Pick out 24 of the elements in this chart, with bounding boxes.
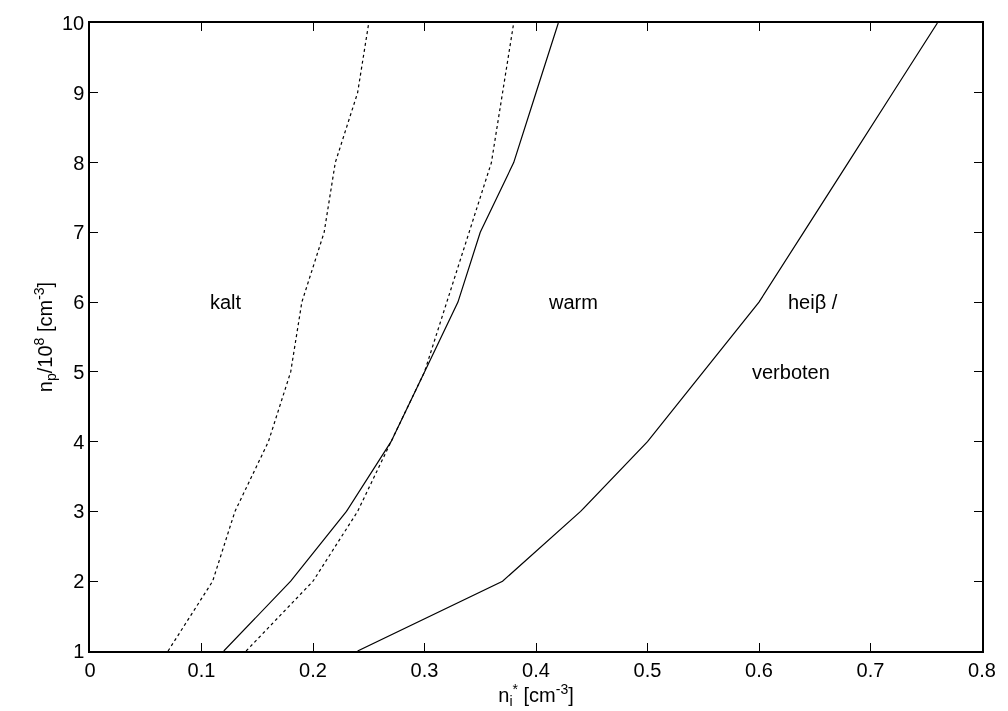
y-tick-label: 8 (73, 151, 85, 174)
annotation: warm (548, 291, 598, 313)
x-tick-label: 0.4 (522, 658, 550, 681)
x-tick-label: 0.3 (410, 658, 439, 681)
y-tick-label: 10 (62, 12, 85, 34)
x-tick-label: 0.5 (633, 658, 662, 681)
x-tick-label: 0.7 (856, 658, 885, 681)
y-tick-label: 6 (73, 291, 85, 314)
x-tick-label: 0.1 (187, 658, 216, 681)
y-tick-label: 2 (73, 570, 85, 593)
y-tick-label: 3 (73, 500, 85, 523)
annotation: kalt (210, 291, 242, 313)
x-tick-label: 0 (84, 658, 96, 681)
x-axis-title: n$_{i}$$^{*}$ [cm$^{-3}$] (498, 680, 574, 710)
x-tick-label: 0.6 (745, 658, 773, 681)
x-tick-label: 0.8 (968, 658, 996, 681)
y-tick-label: 4 (73, 430, 85, 453)
y-tick-label: 5 (73, 360, 85, 383)
annotation: heiβ / (788, 291, 838, 313)
y-tick-label: 1 (73, 640, 85, 662)
y-tick-label: 7 (73, 221, 85, 244)
annotation: verboten (752, 361, 830, 383)
y-tick-label: 9 (73, 81, 85, 104)
x-tick-label: 0.2 (299, 658, 327, 681)
